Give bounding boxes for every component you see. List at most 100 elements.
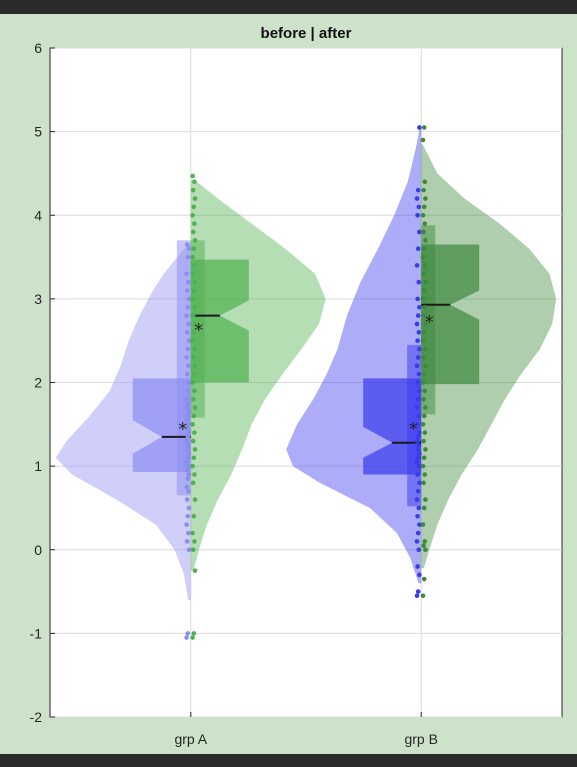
y-tick-label: -2 xyxy=(30,709,43,725)
data-point-grp-a-before xyxy=(186,472,192,477)
data-point-grp-b-after xyxy=(421,271,426,277)
data-point-grp-a-after xyxy=(192,279,198,285)
data-point-grp-b-after xyxy=(421,246,427,251)
data-point-grp-b-before xyxy=(415,296,420,302)
data-point-grp-a-before xyxy=(186,279,191,285)
data-point-grp-b-after xyxy=(421,125,427,130)
data-point-grp-a-after xyxy=(190,254,195,260)
data-point-grp-a-before xyxy=(186,442,191,448)
data-point-grp-a-after xyxy=(191,330,197,335)
data-point-grp-a-before xyxy=(185,304,191,310)
data-point-grp-b-after xyxy=(420,463,426,469)
data-point-grp-a-after xyxy=(190,338,195,343)
box-grp-b-before xyxy=(363,378,422,475)
violins: * * * * xyxy=(55,125,557,640)
data-point-grp-b-after xyxy=(421,480,426,486)
data-point-grp-b-after xyxy=(422,221,428,226)
data-point-grp-b-before xyxy=(414,405,420,410)
data-point-grp-b-after xyxy=(422,263,428,268)
box-grp-a-after xyxy=(190,259,249,383)
data-point-grp-b-before xyxy=(415,355,421,360)
data-point-grp-a-after xyxy=(191,204,197,210)
data-point-grp-b-after xyxy=(420,338,426,343)
data-point-grp-a-after xyxy=(191,413,197,419)
data-point-grp-a-after xyxy=(192,263,197,268)
data-point-grp-b-after xyxy=(422,539,428,544)
data-point-grp-a-after xyxy=(192,472,197,477)
data-point-grp-a-before xyxy=(186,430,192,435)
y-tick-label: 4 xyxy=(34,207,42,223)
data-point-grp-b-before xyxy=(417,451,422,456)
data-point-grp-a-before xyxy=(184,313,189,318)
data-point-grp-b-before xyxy=(415,212,420,218)
data-point-grp-a-before xyxy=(184,497,190,502)
chart: * * * * -2 -1 0 1 2 3 4 5 6 grp A grp B before | afte… xyxy=(30,25,563,747)
data-point-grp-a-before xyxy=(185,476,191,481)
data-point-grp-a-after xyxy=(192,304,197,310)
data-point-grp-a-before xyxy=(184,426,190,431)
data-point-grp-a-after xyxy=(192,497,198,502)
data-point-grp-b-before xyxy=(417,229,422,235)
data-point-grp-b-after xyxy=(421,330,427,335)
data-point-grp-a-after xyxy=(190,355,196,360)
data-point-grp-a-before xyxy=(184,447,190,452)
data-point-grp-a-after xyxy=(191,371,197,377)
data-point-grp-b-before xyxy=(415,488,421,494)
data-point-grp-a-after xyxy=(191,514,197,519)
data-point-grp-a-after xyxy=(192,179,197,185)
data-point-grp-b-after xyxy=(421,187,426,193)
data-point-grp-b-before xyxy=(414,497,420,502)
data-point-grp-a-before xyxy=(184,438,189,444)
data-point-grp-a-before xyxy=(184,396,189,402)
x-tick-label: grp B xyxy=(404,731,437,747)
data-point-grp-a-after xyxy=(192,221,197,226)
data-point-grp-a-before xyxy=(185,514,191,519)
box-grp-b-after xyxy=(421,244,480,385)
data-point-grp-a-after xyxy=(192,405,198,410)
data-point-grp-b-after xyxy=(420,212,426,218)
data-point-grp-a-after xyxy=(191,246,197,251)
data-point-grp-b-before xyxy=(416,463,422,469)
data-point-grp-a-before xyxy=(185,254,191,260)
data-point-grp-b-after xyxy=(420,254,426,260)
data-point-grp-b-before xyxy=(415,564,420,569)
data-point-grp-a-before xyxy=(184,539,190,544)
data-point-grp-a-after xyxy=(190,422,195,427)
data-point-grp-b-before xyxy=(415,246,421,251)
data-point-grp-b-after xyxy=(422,304,428,310)
data-point-grp-a-after xyxy=(190,296,195,302)
data-point-grp-b-after xyxy=(421,455,427,461)
data-point-grp-b-before xyxy=(415,455,421,461)
data-point-grp-a-before xyxy=(186,547,192,553)
data-point-grp-a-after xyxy=(192,568,198,573)
data-point-grp-b-after xyxy=(423,196,428,201)
data-point-grp-b-after xyxy=(420,593,426,599)
data-point-grp-a-after xyxy=(191,288,197,293)
data-point-grp-b-before xyxy=(415,380,420,385)
data-point-grp-a-before xyxy=(184,417,189,423)
data-point-grp-b-before xyxy=(415,187,421,193)
data-point-grp-b-after xyxy=(421,229,426,235)
data-point-grp-b-after xyxy=(421,396,426,402)
data-point-grp-a-after xyxy=(190,547,196,553)
data-point-grp-a-before xyxy=(186,380,192,385)
data-point-grp-b-before xyxy=(416,442,422,448)
data-point-grp-b-after xyxy=(423,321,428,327)
data-point-grp-a-after xyxy=(191,455,197,461)
data-point-grp-a-before xyxy=(184,330,190,335)
data-point-grp-a-after xyxy=(192,539,197,544)
data-point-grp-b-after xyxy=(420,296,426,302)
y-tick-label: -1 xyxy=(30,625,43,641)
box-grp-a-before xyxy=(132,378,191,472)
violin-grp-a-before xyxy=(55,244,191,600)
y-tick-label: 3 xyxy=(34,291,42,307)
data-point-grp-a-before xyxy=(184,405,190,410)
data-point-grp-b-before xyxy=(415,338,420,343)
data-point-grp-b-before xyxy=(416,279,422,285)
data-point-grp-a-after xyxy=(192,363,198,369)
data-point-grp-b-before xyxy=(414,321,420,327)
data-point-grp-b-after xyxy=(421,505,427,511)
mean-marker-grp-a-before: * xyxy=(178,419,187,440)
data-point-grp-b-before xyxy=(416,371,422,377)
figure: * * * * -2 -1 0 1 2 3 4 5 6 grp A grp B before | afte… xyxy=(0,14,577,754)
